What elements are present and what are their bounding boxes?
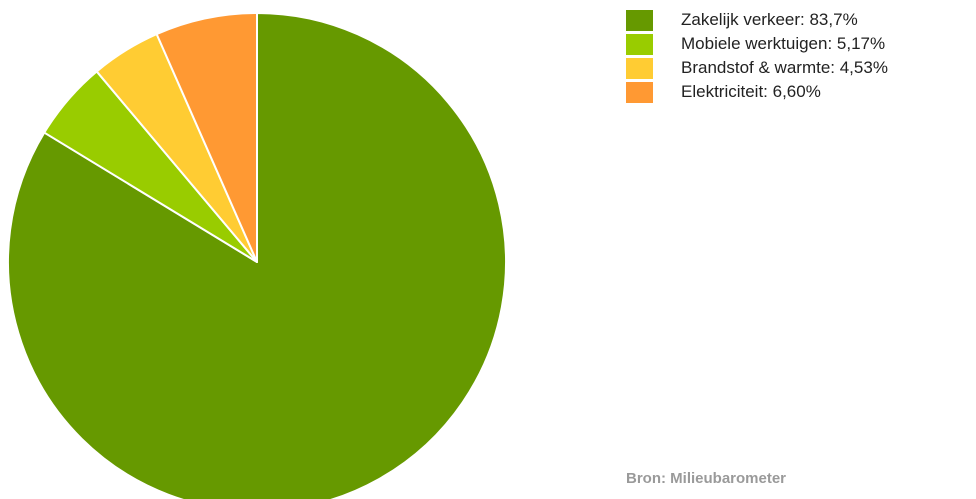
legend-swatch-1 (626, 33, 653, 55)
legend-item-0: Zakelijk verkeer: 83,7% (626, 8, 888, 32)
legend-item-1: Mobiele werktuigen: 5,17% (626, 32, 888, 56)
source-note: Bron: Milieubarometer (626, 470, 787, 487)
legend-swatch-0 (626, 9, 653, 31)
legend-swatch-2 (626, 57, 653, 79)
legend-label-3: Elektriciteit: 6,60% (681, 82, 821, 101)
legend: Zakelijk verkeer: 83,7% Mobiele werktuige… (626, 8, 888, 104)
pie-slice-3 (155, 12, 258, 263)
legend-label-0: Zakelijk verkeer: 83,7% (681, 10, 858, 29)
legend-swatch-3 (626, 81, 653, 103)
legend-label-1: Mobiele werktuigen: 5,17% (681, 34, 886, 53)
legend-item-3: Elektriciteit: 6,60% (626, 80, 888, 104)
legend-label-2: Brandstof & warmte: 4,53% (681, 58, 888, 77)
legend-item-2: Brandstof & warmte: 4,53% (626, 56, 888, 80)
